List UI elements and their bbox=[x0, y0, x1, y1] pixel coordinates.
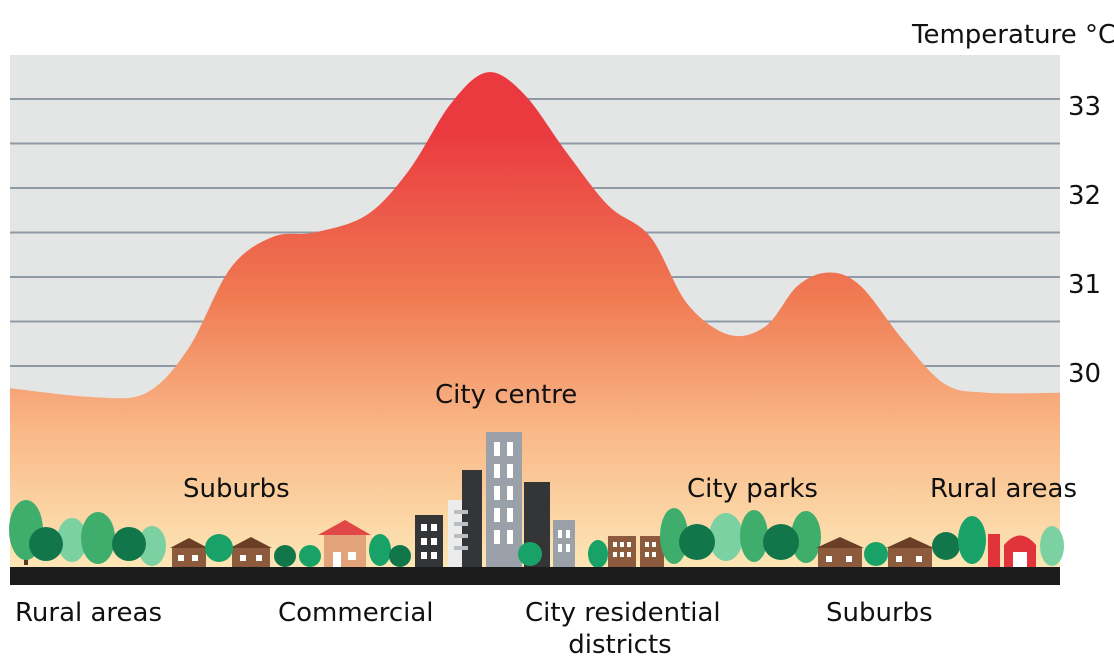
tree bbox=[205, 534, 233, 562]
tree bbox=[57, 518, 87, 562]
tree bbox=[679, 524, 715, 560]
city-centre-towers bbox=[415, 432, 575, 568]
tree bbox=[864, 542, 888, 566]
y-tick-label: 32 bbox=[1068, 181, 1102, 211]
tree bbox=[1040, 526, 1064, 566]
commercial-building bbox=[318, 520, 411, 568]
tree-cluster-rural-right bbox=[932, 516, 1064, 568]
tree bbox=[740, 510, 768, 562]
y-tick-label: 33 bbox=[1068, 92, 1102, 122]
residential-blocks bbox=[588, 536, 664, 568]
y-tick-label: 31 bbox=[1068, 270, 1102, 300]
label-suburbs-overlay: Suburbs bbox=[183, 474, 290, 504]
y-tick-label: 30 bbox=[1068, 359, 1102, 389]
tree bbox=[369, 534, 391, 566]
tree bbox=[932, 532, 960, 560]
label-rural-areas-overlay: Rural areas bbox=[930, 474, 1078, 504]
tree-cluster-rural-left bbox=[9, 500, 166, 566]
barn bbox=[1004, 535, 1036, 568]
axis-unit-label: Temperature °C bbox=[912, 20, 1114, 50]
tree bbox=[588, 540, 608, 568]
zone-label-city-residential: City residential bbox=[525, 598, 721, 628]
tree bbox=[389, 545, 411, 567]
tree bbox=[81, 512, 115, 564]
zone-label-suburbs: Suburbs bbox=[826, 598, 933, 628]
zone-label-rural-areas: Rural areas bbox=[15, 598, 163, 628]
tree bbox=[274, 545, 296, 567]
tree bbox=[138, 526, 166, 566]
label-city-centre: City centre bbox=[435, 380, 578, 410]
temperature-profile-area bbox=[10, 72, 1060, 570]
zone-label-city-residential-line2: districts bbox=[568, 630, 672, 658]
label-city-parks: City parks bbox=[687, 474, 818, 504]
houses-suburbs-right bbox=[816, 537, 934, 568]
houses-suburbs-left bbox=[170, 534, 321, 568]
cityscape bbox=[9, 432, 1064, 585]
tree bbox=[791, 511, 821, 563]
tree bbox=[763, 524, 799, 560]
tree bbox=[518, 542, 542, 566]
tree bbox=[299, 545, 321, 567]
ground-strip bbox=[10, 567, 1060, 585]
zone-label-commercial: Commercial bbox=[278, 598, 434, 628]
tree bbox=[29, 527, 63, 561]
tree bbox=[958, 516, 986, 564]
tree-cluster-city-parks bbox=[660, 508, 821, 564]
tree bbox=[112, 527, 146, 561]
tree bbox=[709, 513, 743, 561]
